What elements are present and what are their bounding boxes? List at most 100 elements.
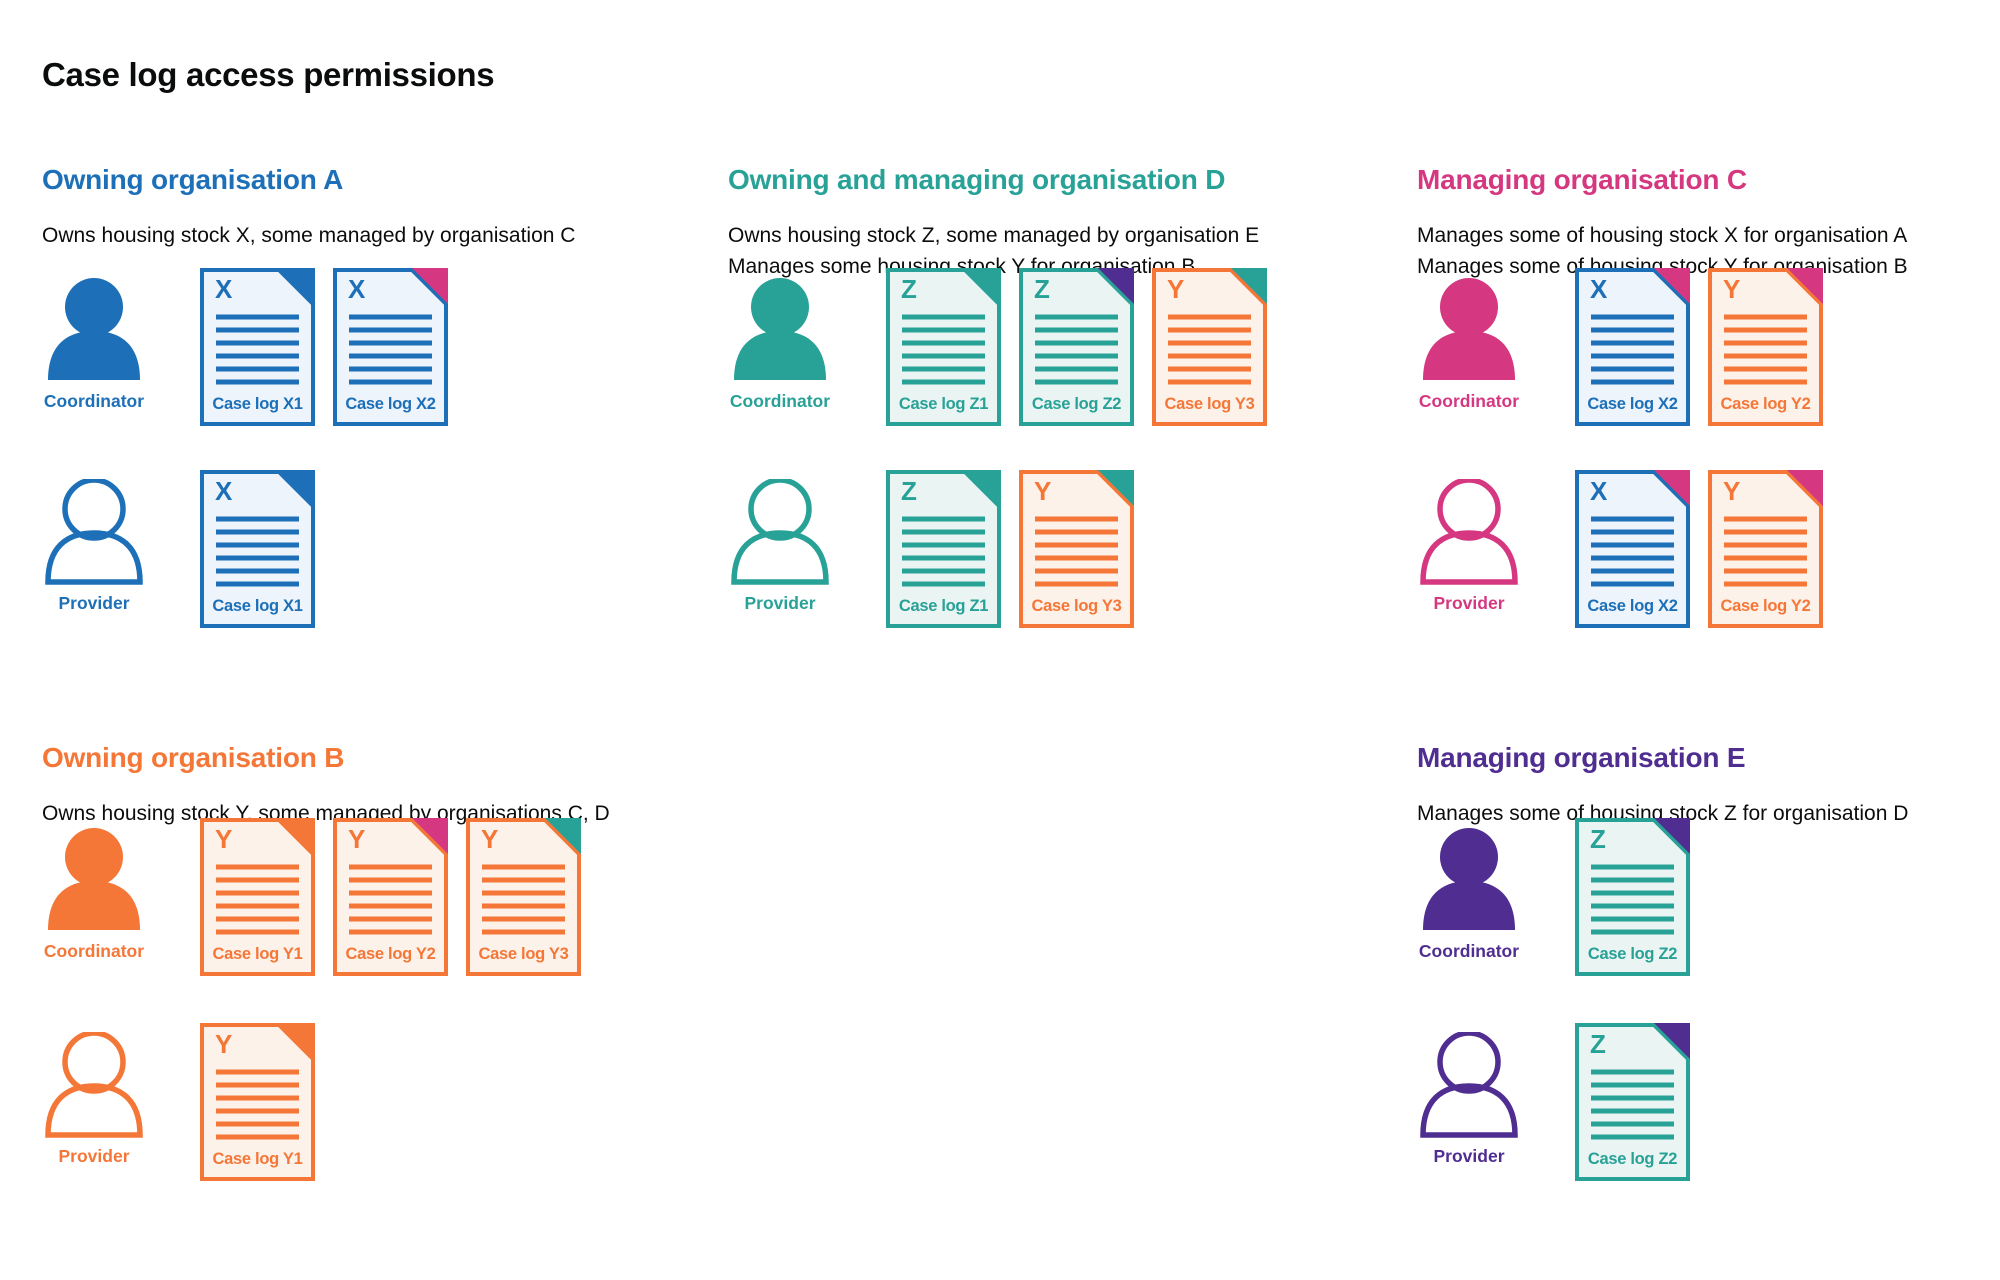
case-log-document-icon [1708,268,1823,426]
person: Coordinator [728,277,832,412]
person-outline-icon [45,1032,143,1138]
person-outline-icon [1420,1032,1518,1138]
case-log-document: Y Case log Y3 [1019,470,1134,628]
role-label: Coordinator [1418,941,1520,961]
case-log-document: X Case log X1 [200,268,315,426]
case-log-caption: Case log X2 [1587,597,1678,615]
case-log-document-icon [333,818,448,976]
role-label: Coordinator [729,391,831,411]
case-log-caption: Case log X1 [212,395,303,413]
case-log-document-icon [200,268,315,426]
permission-row: Coordinator X Case log X1 X Case log X2 [42,268,448,426]
stock-letter: Y [215,824,233,854]
case-log-caption: Case log Y1 [212,945,303,963]
case-log-document: Z Case log Z1 [886,470,1001,628]
case-log-document-icon [886,470,1001,628]
case-log-caption: Case log Y2 [1720,395,1811,413]
case-log-document: Y Case log Y2 [333,818,448,976]
org-section-org-a: Owning organisation A Owns housing stock… [42,140,702,650]
case-log-caption: Case log Y3 [1164,395,1255,413]
case-log-caption: Case log X2 [345,395,436,413]
person: Provider [42,479,146,614]
section-title: Owning and managing organisation D [728,164,1226,196]
case-log-caption: Case log Y2 [1720,597,1811,615]
case-log-list: Z Case log Z1 Z Case log Z2 Y Case log Y… [886,268,1267,426]
case-log-document: Y Case log Y1 [200,818,315,976]
stock-letter: Y [1034,476,1052,506]
person: Provider [1417,479,1521,614]
case-log-list: Z Case log Z2 [1575,1023,1690,1181]
case-log-document-icon [1575,268,1690,426]
person-filled-icon [734,278,826,380]
section-description-line: Manages some of housing stock X for orga… [1417,224,1908,248]
case-log-caption: Case log Z1 [898,597,989,615]
section-description-line: Owns housing stock Z, some managed by or… [728,224,1260,248]
case-log-caption: Case log Z2 [1031,395,1122,413]
case-log-caption: Case log X1 [212,597,303,615]
role-label: Coordinator [43,941,145,961]
stock-letter: Z [901,476,917,506]
section-title: Owning organisation B [42,742,345,774]
case-log-document-icon [466,818,581,976]
stock-letter: X [215,476,233,506]
org-section-org-c: Managing organisation C Manages some of … [1417,140,1992,650]
section-title: Managing organisation E [1417,742,1746,774]
person-filled-icon [48,278,140,380]
permission-row: Provider Y Case log Y1 [42,1023,315,1181]
case-log-document: Y Case log Y1 [200,1023,315,1181]
person: Coordinator [42,277,146,412]
case-log-list: Y Case log Y1 [200,1023,315,1181]
permission-row: Provider Z Case log Z1 Y Case log Y3 [728,470,1134,628]
case-log-document-icon [1019,268,1134,426]
person-outline-icon [731,479,829,585]
case-log-document: Z Case log Z2 [1575,1023,1690,1181]
role-label: Coordinator [1418,391,1520,411]
section-description-line: Owns housing stock X, some managed by or… [42,224,576,248]
case-log-list: X Case log X1 [200,470,315,628]
person-outline-icon [45,479,143,585]
case-log-document: Y Case log Y2 [1708,470,1823,628]
case-log-document-icon [1575,818,1690,976]
case-log-caption: Case log Z2 [1587,1150,1678,1168]
role-label: Provider [1433,593,1505,613]
stock-letter: Z [1590,824,1606,854]
org-section-org-e: Managing organisation E Manages some of … [1417,718,1992,1218]
case-log-caption: Case log Z1 [898,395,989,413]
case-log-document-icon [200,818,315,976]
stock-letter: Y [481,824,499,854]
org-section-org-d: Owning and managing organisation D Owns … [728,140,1388,650]
person: Provider [728,479,832,614]
case-log-document-icon [1575,1023,1690,1181]
person-outline-icon [1420,479,1518,585]
permission-row: Provider Z Case log Z2 [1417,1023,1690,1181]
person: Coordinator [1417,827,1521,962]
role-label: Provider [58,1146,130,1166]
person-filled-icon [1423,278,1515,380]
stock-letter: Y [1723,476,1741,506]
case-log-caption: Case log Y3 [1031,597,1122,615]
section-description: Owns housing stock X, some managed by or… [42,220,702,251]
case-log-caption: Case log X2 [1587,395,1678,413]
case-log-document: Y Case log Y3 [1152,268,1267,426]
person-filled-icon [48,828,140,930]
case-log-document: X Case log X2 [1575,470,1690,628]
role-label: Provider [744,593,816,613]
stock-letter: X [1590,476,1608,506]
permission-row: Coordinator X Case log X2 Y Case log Y2 [1417,268,1823,426]
case-log-document-icon [886,268,1001,426]
stock-letter: Z [901,274,917,304]
person: Provider [42,1032,146,1167]
case-log-list: X Case log X2 Y Case log Y2 [1575,268,1823,426]
role-label: Provider [1433,1146,1505,1166]
case-log-document-icon [333,268,448,426]
case-log-document: Z Case log Z2 [1019,268,1134,426]
case-log-caption: Case log Y3 [478,945,569,963]
role-label: Provider [58,593,130,613]
case-log-caption: Case log Y1 [212,1150,303,1168]
permission-row: Provider X Case log X2 Y Case log Y2 [1417,470,1823,628]
page-title: Case log access permissions [42,56,495,94]
case-log-list: Z Case log Z2 [1575,818,1690,976]
person-filled-icon [1423,828,1515,930]
section-description-line: Manages some of housing stock Z for orga… [1417,802,1909,826]
permission-row: Coordinator Z Case log Z2 [1417,818,1690,976]
